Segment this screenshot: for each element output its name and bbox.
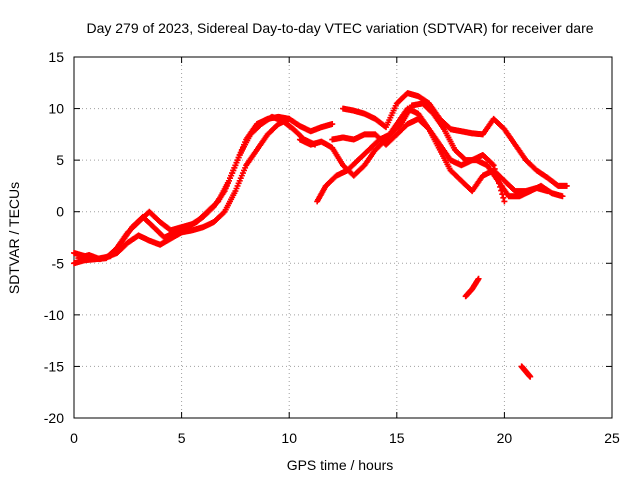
y-tick-labels: -20 -15 -10 -5 0 5 10 15 <box>44 49 64 426</box>
x-axis-label: GPS time / hours <box>287 457 394 473</box>
data-point <box>527 373 534 380</box>
data-point <box>500 194 507 201</box>
data-point <box>563 182 570 189</box>
data-point <box>501 198 508 205</box>
series-track-3 <box>75 113 319 263</box>
series-track-8 <box>462 275 482 300</box>
series-track-6 <box>340 90 570 189</box>
x-tick-label: 20 <box>497 430 513 446</box>
y-tick-label: -20 <box>44 410 64 426</box>
data-point <box>499 191 506 198</box>
y-tick-label: 5 <box>56 152 64 168</box>
x-tick-label: 0 <box>70 430 78 446</box>
y-tick-label: -15 <box>44 358 64 374</box>
data-point <box>544 188 551 195</box>
series-track-9 <box>518 363 534 380</box>
y-tick-label: 15 <box>48 49 64 65</box>
y-tick-label: -5 <box>52 255 65 271</box>
y-axis-label: SDTVAR / TECUs <box>6 182 22 294</box>
data-point <box>475 275 482 282</box>
series-track-2 <box>71 115 293 267</box>
y-tick-label: 10 <box>48 101 64 117</box>
data-point <box>286 115 293 122</box>
x-tick-label: 5 <box>178 430 186 446</box>
data-point <box>220 209 227 216</box>
chart-title: Day 279 of 2023, Sidereal Day-to-day VTE… <box>86 20 593 36</box>
x-tick-labels: 0 5 10 15 20 25 <box>70 430 620 446</box>
data-point <box>214 199 221 206</box>
series-track-1 <box>71 113 336 263</box>
y-tick-label: 0 <box>56 204 64 220</box>
data-point <box>329 121 336 128</box>
x-tick-label: 15 <box>389 430 405 446</box>
axis-ticks <box>73 56 613 419</box>
plot-frame <box>73 56 613 419</box>
data-point <box>489 161 496 168</box>
x-tick-label: 10 <box>281 430 297 446</box>
data-point <box>425 125 432 132</box>
y-tick-label: -10 <box>44 307 64 323</box>
data-point <box>490 162 497 169</box>
data-points <box>71 90 570 380</box>
series-track-7 <box>329 115 551 195</box>
x-tick-label: 25 <box>604 430 620 446</box>
data-point <box>559 193 566 200</box>
